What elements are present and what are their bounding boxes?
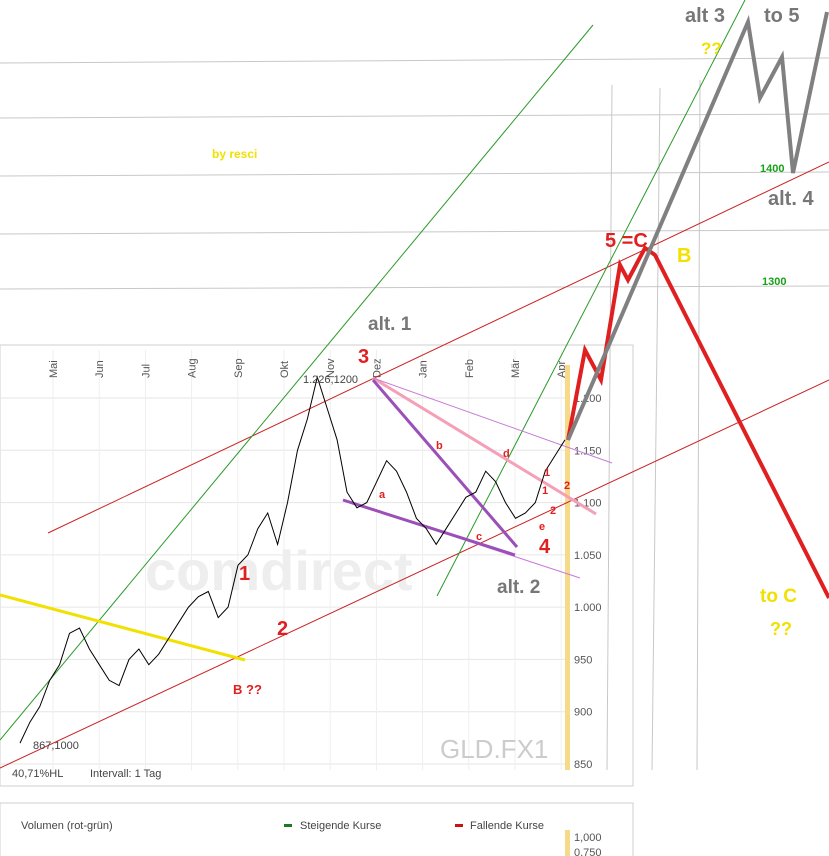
price-series-line (19, 375, 566, 744)
wave5c-label: 5 =C (605, 230, 648, 252)
y-tick-label: 1.150 (574, 445, 602, 457)
y-tick-label: 1.100 (574, 498, 602, 510)
month-label: Jun (94, 360, 106, 378)
month-label: Aug (187, 358, 199, 378)
watermark: comdirect (145, 539, 413, 602)
alt4-label: alt. 4 (768, 188, 814, 210)
month-label: Dez (371, 358, 383, 378)
month-label: Okt (279, 361, 291, 378)
high-label: 1.226,1200 (303, 374, 358, 386)
sub-d: d (503, 448, 510, 460)
alt3-question: ?? (701, 39, 722, 58)
alt1-label: alt. 1 (368, 314, 412, 335)
level-1400: 1400 (760, 163, 784, 175)
alt3-label: alt 3 (685, 5, 725, 27)
volume-tick-top: 1,000 (574, 832, 602, 844)
volume-title: Volumen (rot-grün) (21, 820, 113, 832)
b-label: B (677, 245, 691, 267)
to-c-question: ?? (770, 619, 792, 639)
month-label: Mär (510, 359, 522, 378)
wave2-label: 2 (277, 618, 288, 640)
sub-a: a (379, 489, 386, 501)
y-tick-label: 900 (574, 707, 592, 719)
sub-e: e (539, 521, 545, 533)
yellow-trendline (0, 593, 246, 662)
wave4-label: 4 (539, 536, 551, 558)
overlay-horizontal-lines (0, 57, 829, 290)
to-c-label: to C (760, 586, 797, 607)
overlay-vertical-lines (606, 79, 701, 771)
current-bar (565, 365, 570, 770)
footer-range: 40,71%HL (12, 768, 63, 780)
y-tick-label: 950 (574, 654, 592, 666)
sub-1: 1 (544, 467, 550, 479)
projection-paths (566, 11, 829, 599)
symbol-label: GLD.FX1 (440, 734, 548, 764)
legend-down: Fallende Kurse (470, 820, 544, 832)
legend-down-marker (455, 824, 463, 827)
chart-grid (1, 350, 565, 770)
wave3-label: 3 (358, 346, 369, 368)
level-1300: 1300 (762, 276, 786, 288)
sub-1b: 1 (542, 485, 548, 497)
month-label: Jan (418, 360, 430, 378)
volume-panel: Volumen (rot-grün) Steigende Kurse Falle… (0, 802, 634, 856)
legend-up: Steigende Kurse (300, 820, 381, 832)
wave1-label: 1 (239, 563, 250, 585)
triangle-lines (342, 376, 613, 579)
sub-c: c (476, 531, 482, 543)
b-question-label: B ?? (233, 682, 262, 697)
chart-frame (0, 344, 634, 787)
month-label: Feb (464, 359, 476, 378)
y-tick-label: 1.000 (574, 602, 602, 614)
footer-interval: Intervall: 1 Tag (90, 768, 161, 780)
to5-label: to 5 (764, 5, 800, 27)
y-tick-label: 1.050 (574, 550, 602, 562)
month-label: Nov (325, 358, 337, 378)
sub-b: b (436, 440, 443, 452)
volume-tick-2: 0,750 (574, 847, 602, 856)
sub-2b: 2 (550, 505, 556, 517)
author-label: by resci (212, 147, 257, 161)
alt2-label: alt. 2 (497, 577, 540, 598)
annotations: by resci 1400 1300 alt 3 ?? to 5 alt. 4 … (12, 5, 814, 780)
month-label: Mai (48, 360, 60, 378)
sub-2: 2 (564, 480, 570, 492)
month-label: Jul (140, 364, 152, 378)
month-axis: Mai Jun Jul Aug Sep Okt Nov Dez Jan Feb Mär Apr (48, 358, 568, 378)
low-label: 867,1000 (33, 740, 79, 752)
month-label: Sep (233, 358, 245, 378)
legend-up-marker (284, 824, 292, 827)
y-tick-label: 850 (574, 759, 592, 771)
